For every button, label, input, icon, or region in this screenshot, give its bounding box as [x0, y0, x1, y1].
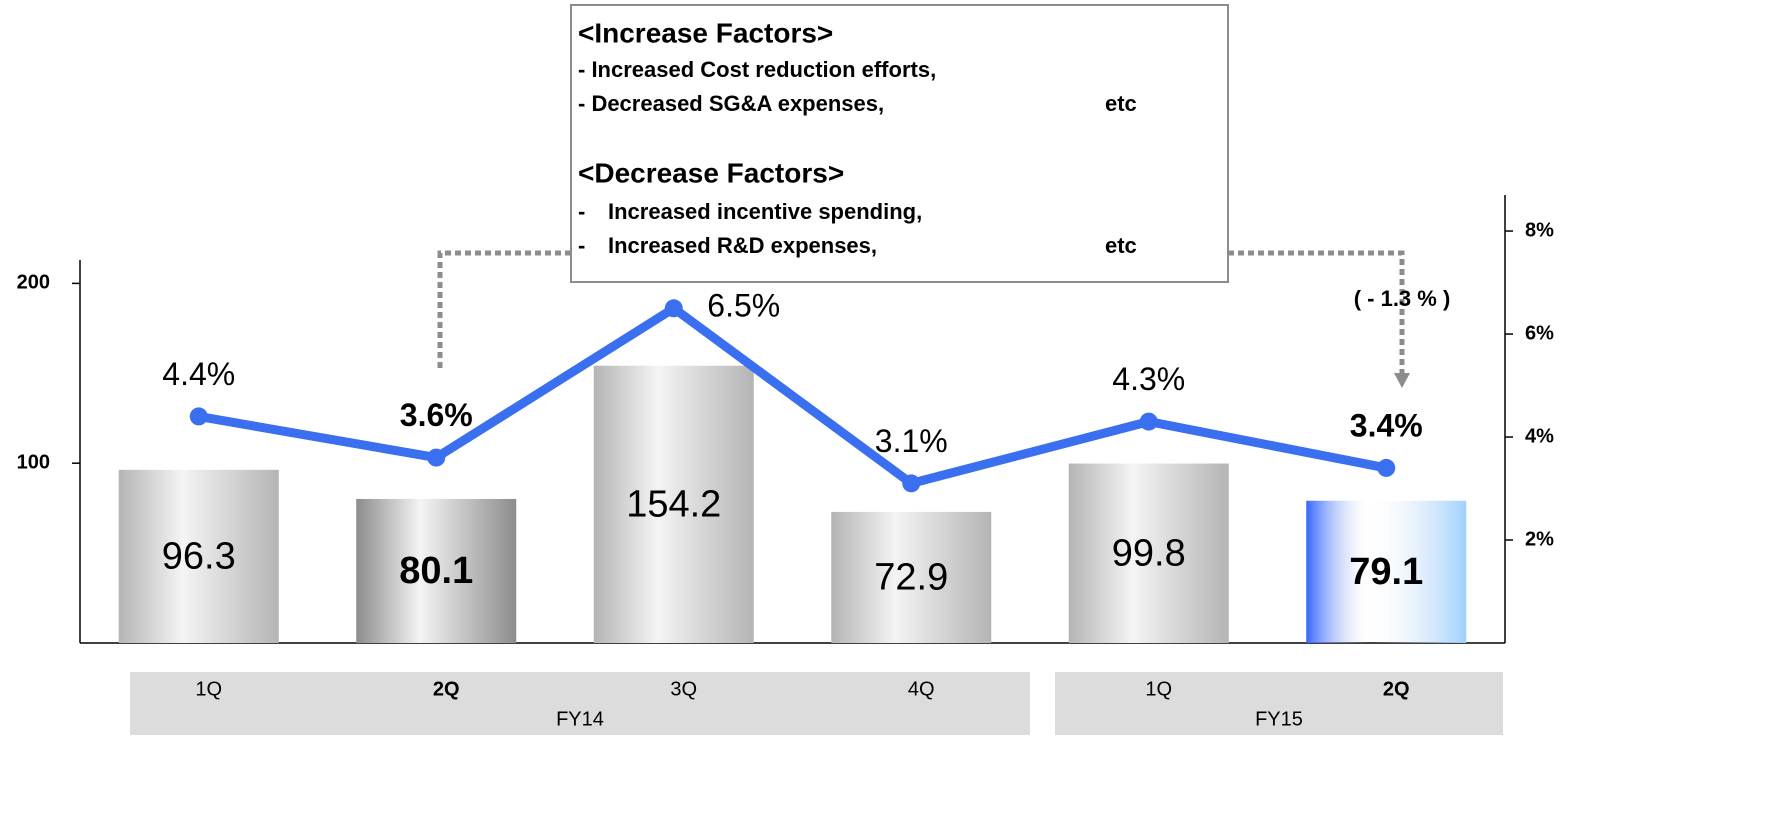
- line-value-label: 4.3%: [1112, 361, 1185, 397]
- box-item: Increased R&D expenses,: [608, 233, 877, 258]
- bar: [118, 469, 279, 643]
- y-tick-label: 100: [17, 451, 50, 473]
- line-value-label: 3.1%: [875, 423, 948, 459]
- box-item: -: [578, 199, 585, 224]
- box-item: etc: [1105, 233, 1137, 258]
- line-point: [189, 407, 208, 426]
- bar: [593, 365, 754, 643]
- box-title: <Increase Factors>: [578, 17, 833, 48]
- box-item: - Decreased SG&A expenses,: [578, 91, 884, 116]
- line-point: [1377, 458, 1396, 477]
- line: [197, 303, 1388, 488]
- group-label: FY15: [1255, 708, 1303, 730]
- group-band: [130, 672, 1030, 735]
- line-value-label: 3.6%: [400, 397, 473, 433]
- bar: [1306, 500, 1467, 643]
- y-tick-label: 200: [17, 272, 50, 294]
- bar-value-label: 99.8: [1112, 532, 1186, 574]
- line-value-label: 4.4%: [162, 356, 235, 392]
- bar: [831, 511, 992, 643]
- change-label: ( - 1.3 % ): [1354, 286, 1451, 311]
- x-tick-label: 1Q: [1145, 678, 1172, 700]
- x-tick-label: 3Q: [670, 678, 697, 700]
- connector: [437, 250, 571, 368]
- box-title: <Decrease Factors>: [578, 157, 844, 188]
- bar: [356, 498, 517, 643]
- x-tick-label: 2Q: [433, 678, 460, 700]
- y2-tick-label: 2%: [1525, 528, 1554, 550]
- y2-tick-label: 6%: [1525, 322, 1554, 344]
- group-band: [1055, 672, 1503, 735]
- bar-value-label: 80.1: [399, 550, 473, 592]
- bar-value-label: 154.2: [626, 483, 721, 525]
- x-tick-label: 4Q: [908, 678, 935, 700]
- group-label: FY14: [556, 708, 604, 730]
- box-item: -: [578, 233, 585, 258]
- line-point: [427, 448, 446, 467]
- connector: [1228, 250, 1405, 375]
- line-value-label: 3.4%: [1350, 407, 1423, 443]
- bar: [1068, 463, 1229, 643]
- bar-value-label: 79.1: [1349, 551, 1423, 593]
- bar-value-label: 96.3: [162, 535, 236, 577]
- x-tick-label: 1Q: [195, 678, 222, 700]
- bar-value-label: 72.9: [874, 556, 948, 598]
- line-point: [1139, 412, 1158, 431]
- box-item: Increased incentive spending,: [608, 199, 922, 224]
- box-item: - Increased Cost reduction efforts,: [578, 57, 936, 82]
- line-point: [902, 474, 921, 493]
- arrow-head: [1394, 373, 1410, 388]
- line-point: [664, 299, 683, 318]
- x-tick-label: 2Q: [1383, 678, 1410, 700]
- box-item: etc: [1105, 91, 1137, 116]
- line-value-label: 6.5%: [707, 288, 780, 324]
- y2-tick-label: 8%: [1525, 219, 1554, 241]
- annotation-box: [570, 4, 1229, 283]
- y2-tick-label: 4%: [1525, 425, 1554, 447]
